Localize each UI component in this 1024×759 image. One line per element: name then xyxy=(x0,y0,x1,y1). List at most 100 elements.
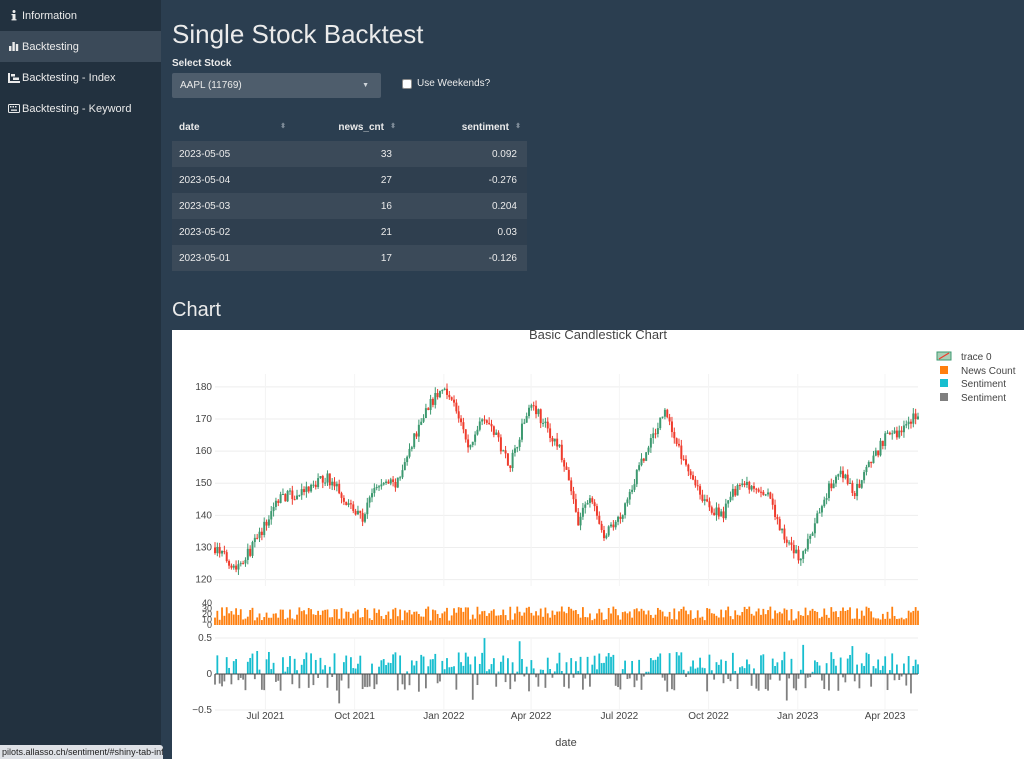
sentiment-bar xyxy=(628,674,631,679)
candle-body xyxy=(750,486,753,490)
candle-body xyxy=(392,479,395,483)
news-count-bar xyxy=(762,608,765,625)
sentiment-bar xyxy=(685,674,687,677)
table-cell: 2023-05-03 xyxy=(172,193,292,219)
x-tick-label: Jan 2022 xyxy=(423,711,465,722)
news-count-bar xyxy=(242,619,245,625)
candle-body xyxy=(389,479,392,484)
sentiment-bar xyxy=(914,659,917,674)
candle-body xyxy=(221,550,224,554)
candlestick-chart[interactable]: Basic Candlestick Chart 120 130 140 150 160 1… xyxy=(172,330,1024,759)
candle-body xyxy=(455,402,458,412)
candle-body xyxy=(317,478,320,487)
column-header-date[interactable]: date ⬍ xyxy=(179,122,286,133)
sidebar-item-backtesting-keyword[interactable]: Backtesting - Keyword xyxy=(0,93,161,124)
candle-body xyxy=(345,501,348,505)
candle-body xyxy=(467,439,470,448)
sentiment-bar xyxy=(253,674,256,680)
sentiment-bar xyxy=(753,668,755,674)
chart-legend[interactable]: trace 0 News Count Sentiment Sentiment xyxy=(936,351,1016,404)
sentiment-bar xyxy=(382,659,385,674)
news-count-bar xyxy=(560,606,563,625)
candle-body xyxy=(769,492,772,499)
sentiment-bar xyxy=(300,664,303,674)
sentiment-bar xyxy=(577,670,580,674)
table-row[interactable]: 2023-05-01 17 -0.126 xyxy=(172,245,527,271)
chart-svg[interactable]: Basic Candlestick Chart 120 130 140 150 160 1… xyxy=(172,330,1024,759)
candle-body xyxy=(917,416,919,420)
sentiment-bar xyxy=(682,669,685,674)
candle-body xyxy=(265,521,268,526)
sidebar-item-backtesting[interactable]: Backtesting xyxy=(0,31,161,62)
news-count-bar xyxy=(898,618,901,625)
news-count-bar xyxy=(464,607,467,625)
candle-body xyxy=(481,419,484,422)
sentiment-bar xyxy=(530,660,533,674)
use-weekends-checkbox[interactable]: Use Weekends? xyxy=(402,78,490,89)
news-count-bar xyxy=(478,614,481,625)
news-count-bar xyxy=(539,608,542,625)
candle-body xyxy=(776,516,779,520)
page-title: Single Stock Backtest xyxy=(172,19,424,49)
keyboard-icon xyxy=(7,104,20,113)
news-count-bar xyxy=(230,611,233,625)
table-row[interactable]: 2023-05-03 16 0.204 xyxy=(172,193,527,219)
candle-body xyxy=(305,486,308,493)
sentiment-bar xyxy=(661,674,664,678)
sentiment-bar xyxy=(305,652,308,674)
candle-body xyxy=(509,465,512,469)
column-header-sentiment[interactable]: sentiment ⬍ xyxy=(461,122,521,133)
candle-body xyxy=(799,558,802,561)
candle-body xyxy=(218,546,221,554)
sidebar-item-information[interactable]: Information xyxy=(0,0,161,31)
news-count-bar xyxy=(753,615,755,625)
candle-body xyxy=(605,535,608,539)
x-tick-label: Apr 2023 xyxy=(865,711,906,722)
candle-body xyxy=(366,502,369,515)
news-count-bar xyxy=(785,609,788,625)
sentiment-bar xyxy=(617,674,619,688)
sentiment-bar xyxy=(703,668,706,674)
candle-body xyxy=(347,503,350,505)
sentiment-bar xyxy=(598,653,601,674)
candle-body xyxy=(551,437,554,442)
candle-body xyxy=(856,483,859,497)
legend-entry: News Count xyxy=(961,366,1016,377)
sentiment-bar xyxy=(345,655,348,674)
candle-body xyxy=(617,516,620,522)
checkbox-box[interactable] xyxy=(402,78,412,89)
candle-body xyxy=(401,470,404,478)
sentiment-bar xyxy=(607,653,610,674)
news-count-bar xyxy=(474,618,477,625)
candle-body xyxy=(621,515,624,519)
candle-body xyxy=(553,438,556,442)
candle-body xyxy=(216,546,219,554)
sentiment-bar xyxy=(368,674,371,687)
candle-body xyxy=(420,421,423,425)
candle-body xyxy=(427,408,430,410)
candle-body xyxy=(610,524,613,527)
chevron-down-icon: ▼ xyxy=(362,82,369,89)
table-row[interactable]: 2023-05-04 27 -0.276 xyxy=(172,167,527,193)
news-count-bar xyxy=(289,609,291,625)
y-tick-label: 150 xyxy=(195,478,212,489)
sentiment-bar xyxy=(755,674,758,689)
column-header-news-cnt[interactable]: news_cnt ⬍ xyxy=(338,122,396,133)
news-count-bar xyxy=(380,616,383,625)
news-count-bar xyxy=(436,613,439,625)
sidebar-item-backtesting-index[interactable]: Backtesting - Index xyxy=(0,62,161,93)
table-row[interactable]: 2023-05-02 21 0.03 xyxy=(172,219,527,245)
news-count-bar xyxy=(769,606,772,625)
news-count-bar xyxy=(296,614,298,625)
sentiment-bar xyxy=(842,674,844,678)
table-row[interactable]: 2023-05-05 33 0.092 xyxy=(172,141,527,167)
stock-select[interactable]: AAPL (11769) ▼ xyxy=(172,73,381,98)
sentiment-bar xyxy=(696,667,699,674)
candle-body xyxy=(326,473,329,483)
sentiment-bar xyxy=(910,674,912,694)
sentiment-bar xyxy=(776,662,779,674)
candle-body xyxy=(319,476,322,479)
table-cell: 21 xyxy=(292,219,402,245)
news-count-bar xyxy=(649,614,652,625)
candle-body xyxy=(288,490,291,492)
